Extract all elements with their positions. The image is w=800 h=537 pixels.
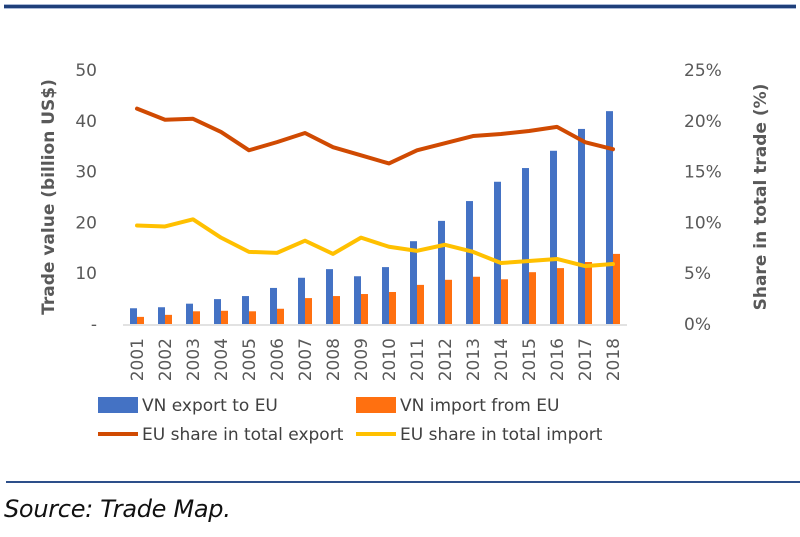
right-tick-label: 10% [684, 213, 722, 233]
x-tick-label: 2015 [520, 338, 540, 381]
left-tick-label: 30 [75, 163, 97, 183]
bar-export [522, 168, 529, 324]
bar-export [466, 201, 473, 324]
bar-import [333, 296, 340, 324]
x-tick-label: 2011 [408, 338, 428, 381]
bar-import [417, 284, 424, 324]
lines [135, 106, 615, 269]
bars [130, 111, 620, 324]
bar-import [249, 311, 256, 324]
legend-item-export: VN export to EU [98, 396, 278, 416]
legend-swatch-import [356, 397, 396, 413]
bar-import [473, 276, 480, 324]
left-tick-label: 20 [75, 213, 97, 233]
x-tick-label: 2017 [576, 338, 596, 381]
bar-export [550, 150, 557, 324]
x-tick-label: 2001 [128, 338, 148, 381]
left-tick-label: 50 [75, 61, 97, 81]
bar-export [438, 220, 445, 324]
legend-label-import-share: EU share in total import [400, 425, 603, 445]
bar-import [529, 272, 536, 324]
bar-import [165, 314, 172, 324]
left-axis-title: Trade value (billion US$) [39, 79, 59, 315]
bar-import [305, 298, 312, 324]
left-axis-ticks: - 10 20 30 40 50 [75, 61, 97, 335]
bar-import [389, 291, 396, 324]
x-axis-ticks: 2001 2002 2003 2004 2005 2006 2007 2008 2009 2010… [128, 338, 624, 381]
bar-import [557, 268, 564, 324]
source-note: Source: Trade Map. [4, 495, 231, 523]
bar-import [613, 253, 620, 324]
bar-export [578, 128, 585, 324]
bar-export [186, 303, 193, 324]
bar-import [193, 311, 200, 324]
bar-export [214, 299, 221, 324]
left-tick-label: 40 [75, 112, 97, 132]
x-tick-label: 2010 [380, 338, 400, 381]
combo-chart: - 10 20 30 40 50 0% 5% 10% 15% 20% 25% Trade value… [39, 61, 771, 445]
bar-import [585, 262, 592, 324]
bar-export [326, 269, 333, 324]
right-tick-label: 25% [684, 61, 722, 81]
x-tick-label: 2008 [324, 338, 344, 381]
right-axis-ticks: 0% 5% 10% 15% 20% 25% [684, 61, 722, 335]
legend-item-import-share: EU share in total import [356, 425, 603, 445]
bar-export [298, 277, 305, 324]
bar-export [606, 111, 613, 324]
bar-export [354, 276, 361, 324]
right-tick-label: 5% [684, 264, 711, 284]
x-tick-label: 2018 [604, 338, 624, 381]
bar-export [158, 307, 165, 324]
legend-label-import: VN import from EU [400, 396, 559, 416]
x-tick-label: 2012 [436, 338, 456, 381]
line-import-share [135, 217, 615, 269]
bar-export [410, 241, 417, 324]
bar-import [501, 279, 508, 324]
bar-export [130, 308, 137, 324]
bar-import [221, 310, 228, 324]
x-tick-label: 2016 [548, 338, 568, 381]
legend-item-import: VN import from EU [356, 396, 559, 416]
legend-item-export-share: EU share in total export [98, 425, 344, 445]
x-tick-label: 2013 [464, 338, 484, 381]
bar-import [361, 294, 368, 324]
right-tick-label: 0% [684, 315, 711, 335]
right-axis-title: Share in total trade (%) [751, 84, 771, 311]
x-tick-label: 2009 [352, 338, 372, 381]
bar-export [270, 287, 277, 324]
bar-import [137, 316, 144, 324]
right-tick-label: 15% [684, 163, 722, 183]
legend-swatch-export [98, 397, 138, 413]
bottom-rule [6, 481, 800, 483]
legend-label-export: VN export to EU [142, 396, 278, 416]
bar-export [382, 267, 389, 324]
x-tick-label: 2014 [492, 338, 512, 381]
x-tick-label: 2003 [184, 338, 204, 381]
bar-export [494, 181, 501, 324]
right-tick-label: 20% [684, 112, 722, 132]
left-tick-label: 10 [75, 264, 97, 284]
left-tick-label: - [91, 315, 97, 335]
top-rule [4, 4, 796, 9]
legend-label-export-share: EU share in total export [142, 425, 344, 445]
x-tick-label: 2007 [296, 338, 316, 381]
line-export-share [135, 106, 615, 166]
legend: VN export to EU VN import from EU EU sha… [98, 396, 603, 445]
bar-import [445, 279, 452, 324]
x-tick-label: 2002 [156, 338, 176, 381]
bar-import [277, 308, 284, 324]
bar-export [242, 296, 249, 324]
x-tick-label: 2005 [240, 338, 260, 381]
x-tick-label: 2004 [212, 338, 232, 381]
x-tick-label: 2006 [268, 338, 288, 381]
